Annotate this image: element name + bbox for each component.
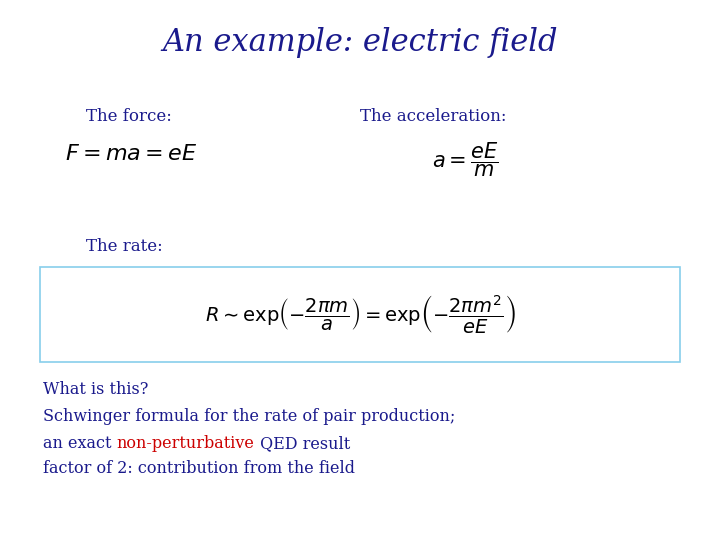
Text: An example: electric field: An example: electric field <box>162 27 558 58</box>
Text: $a = \dfrac{eE}{m}$: $a = \dfrac{eE}{m}$ <box>432 140 498 179</box>
Text: The force:: The force: <box>86 108 172 125</box>
Text: an exact: an exact <box>43 435 117 451</box>
FancyBboxPatch shape <box>40 267 680 362</box>
Text: factor of 2: contribution from the field: factor of 2: contribution from the field <box>43 460 355 477</box>
Text: non-perturbative: non-perturbative <box>117 435 255 451</box>
Text: The rate:: The rate: <box>86 238 163 254</box>
Text: QED result: QED result <box>255 435 350 451</box>
Text: $F = ma = eE$: $F = ma = eE$ <box>65 143 197 165</box>
Text: $R \sim \exp\!\left(-\dfrac{2\pi m}{a}\right) = \exp\!\left(-\dfrac{2\pi m^2}{eE: $R \sim \exp\!\left(-\dfrac{2\pi m}{a}\r… <box>204 293 516 335</box>
Text: Schwinger formula for the rate of pair production;: Schwinger formula for the rate of pair p… <box>43 408 456 424</box>
Text: What is this?: What is this? <box>43 381 148 397</box>
Text: The acceleration:: The acceleration: <box>360 108 506 125</box>
